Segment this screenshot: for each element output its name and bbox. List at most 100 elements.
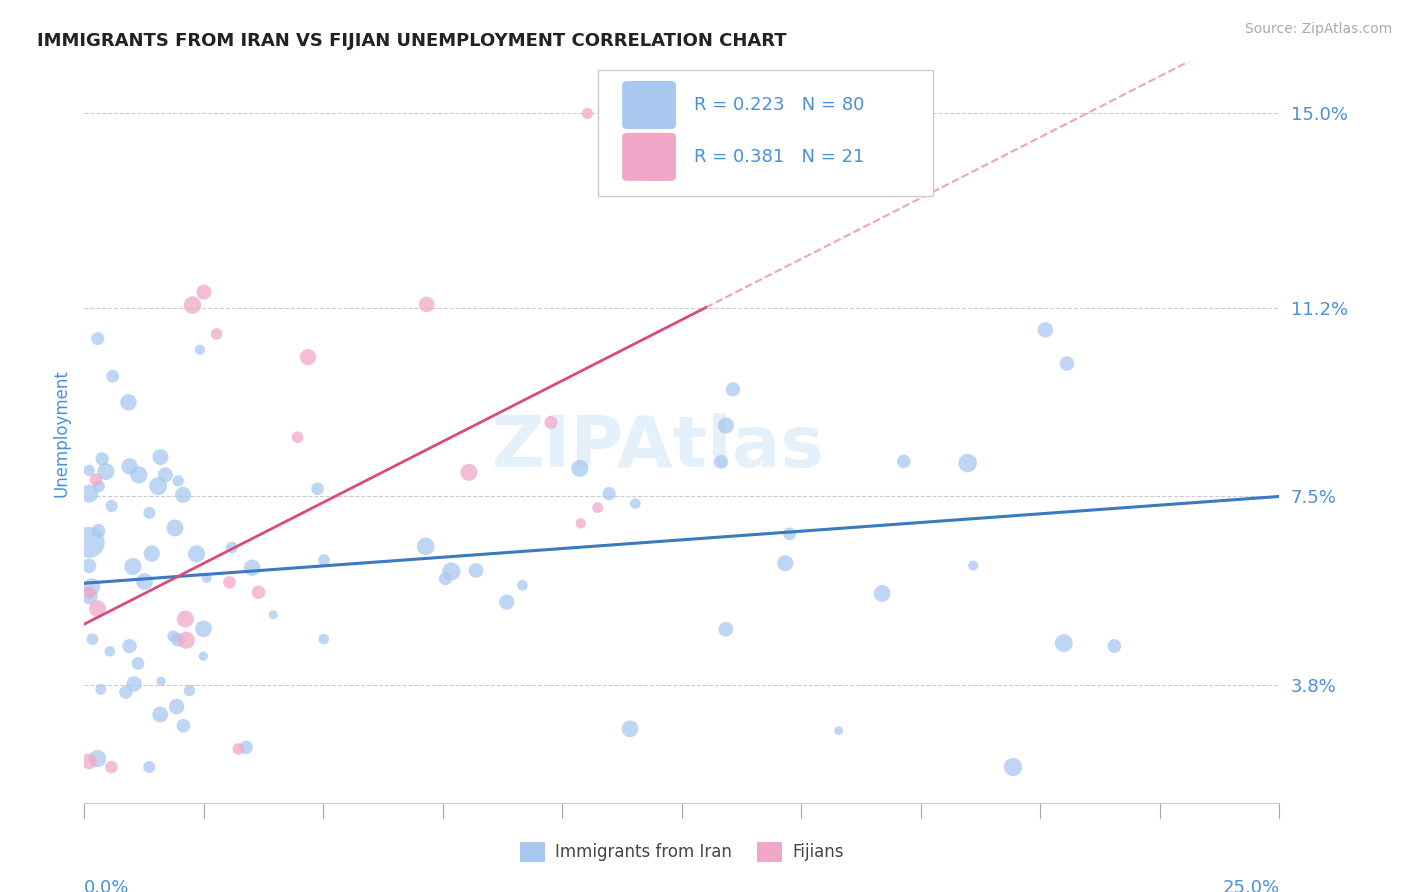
Point (312, 553, 335, 567)
Point (122, 677, 145, 691)
Point (128, 467, 150, 482)
Point (98, 644, 121, 658)
Point (568, 461, 591, 475)
Point (624, 496, 647, 510)
Point (1001, 760, 1024, 774)
Point (240, 560, 263, 574)
Point (77, 535, 100, 549)
Point (186, 547, 208, 561)
Point (247, 585, 270, 599)
Point (312, 632, 335, 647)
Point (569, 516, 592, 531)
Point (77, 585, 100, 599)
Point (77, 463, 100, 477)
Point (181, 298, 204, 312)
Point (956, 456, 979, 470)
Point (262, 607, 284, 622)
Point (465, 563, 488, 577)
Point (167, 474, 190, 488)
Point (100, 499, 122, 513)
Point (118, 459, 141, 474)
Point (174, 633, 197, 648)
Text: Source: ZipAtlas.com: Source: ZipAtlas.com (1244, 22, 1392, 37)
Point (149, 674, 172, 689)
Point (77, 486, 100, 500)
Point (218, 575, 240, 590)
Point (80, 580, 103, 594)
Point (166, 699, 188, 714)
Point (82, 632, 104, 647)
Point (149, 450, 172, 464)
Text: R = 0.223   N = 80: R = 0.223 N = 80 (695, 96, 865, 114)
Point (415, 540, 437, 554)
Point (155, 467, 177, 482)
Point (710, 455, 733, 469)
Text: ZIPAtlas: ZIPAtlas (492, 413, 824, 482)
Point (415, 297, 437, 311)
Point (721, 382, 744, 396)
Text: 25.0%: 25.0% (1222, 880, 1279, 892)
Point (149, 707, 172, 722)
Point (162, 629, 184, 643)
Point (779, 527, 801, 541)
Point (619, 722, 641, 736)
Point (77, 755, 100, 769)
Point (827, 723, 849, 738)
Point (100, 760, 122, 774)
Point (586, 500, 609, 515)
Point (141, 547, 163, 561)
Point (172, 488, 194, 502)
Point (86, 601, 108, 615)
Point (205, 326, 228, 341)
Point (495, 595, 517, 609)
Legend: Immigrants from Iran, Fijians: Immigrants from Iran, Fijians (513, 835, 851, 869)
Point (870, 586, 893, 600)
Point (172, 719, 194, 733)
Point (287, 430, 309, 444)
Point (434, 572, 457, 586)
Point (195, 571, 218, 585)
Point (117, 395, 139, 409)
Point (87, 479, 110, 493)
Point (576, 106, 599, 120)
Point (228, 742, 250, 756)
Point (118, 639, 141, 653)
Point (166, 632, 188, 647)
Point (193, 649, 215, 664)
Point (87, 332, 110, 346)
Point (1053, 636, 1076, 650)
Point (94, 465, 117, 479)
Point (714, 622, 737, 636)
Y-axis label: Unemployment: Unemployment (52, 368, 70, 497)
Text: IMMIGRANTS FROM IRAN VS FIJIAN UNEMPLOYMENT CORRELATION CHART: IMMIGRANTS FROM IRAN VS FIJIAN UNEMPLOYM… (37, 32, 786, 50)
Point (540, 416, 562, 430)
Point (440, 565, 463, 579)
Point (90, 682, 112, 697)
Point (134, 574, 156, 589)
Point (512, 578, 534, 592)
FancyBboxPatch shape (623, 133, 676, 181)
Point (122, 559, 145, 574)
Point (163, 521, 186, 535)
Point (221, 541, 243, 555)
Point (179, 683, 201, 698)
Point (138, 506, 160, 520)
Point (962, 558, 984, 573)
Point (87, 524, 110, 538)
Point (1104, 639, 1126, 653)
Point (893, 454, 915, 468)
Point (115, 685, 138, 699)
Point (77, 558, 100, 573)
Point (86, 751, 108, 765)
Point (714, 418, 737, 433)
Text: 0.0%: 0.0% (84, 880, 129, 892)
Point (598, 486, 620, 500)
Point (127, 657, 149, 671)
Point (174, 612, 197, 626)
Point (1035, 323, 1057, 337)
Point (91, 451, 114, 466)
Point (101, 369, 124, 384)
Point (307, 482, 329, 496)
Point (458, 465, 481, 479)
Point (193, 622, 215, 636)
